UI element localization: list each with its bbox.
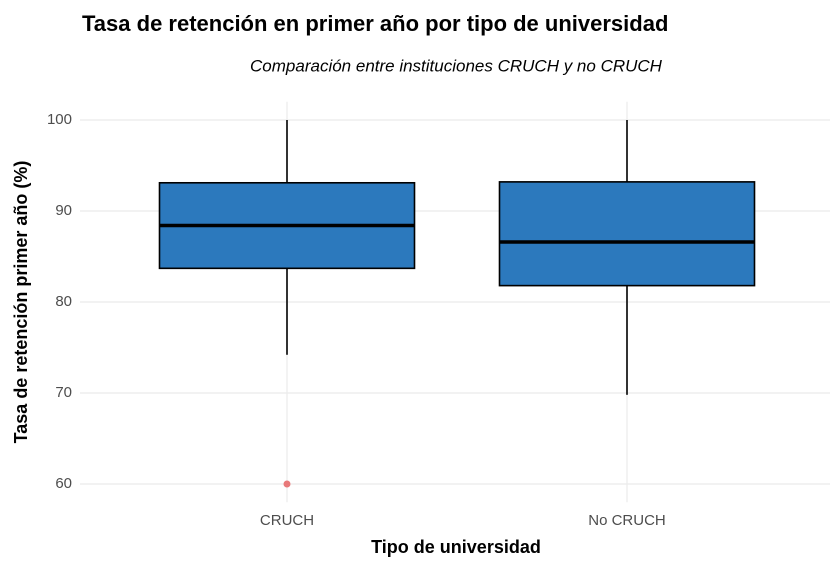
y-axis-label: Tasa de retención primer año (%) bbox=[11, 161, 31, 444]
x-tick-label: No CRUCH bbox=[588, 512, 666, 529]
y-tick-label: 70 bbox=[55, 384, 72, 401]
y-tick-label: 100 bbox=[47, 111, 72, 128]
y-tick-label: 80 bbox=[55, 293, 72, 310]
box bbox=[498, 181, 756, 287]
y-tick-label: 90 bbox=[55, 202, 72, 219]
chart-title: Tasa de retención en primer año por tipo… bbox=[82, 11, 668, 36]
chart-subtitle: Comparación entre instituciones CRUCH y … bbox=[250, 56, 663, 75]
x-axis-label: Tipo de universidad bbox=[371, 537, 541, 557]
x-tick-label: CRUCH bbox=[260, 512, 314, 529]
y-tick-label: 60 bbox=[55, 475, 72, 492]
outlier bbox=[283, 480, 291, 488]
